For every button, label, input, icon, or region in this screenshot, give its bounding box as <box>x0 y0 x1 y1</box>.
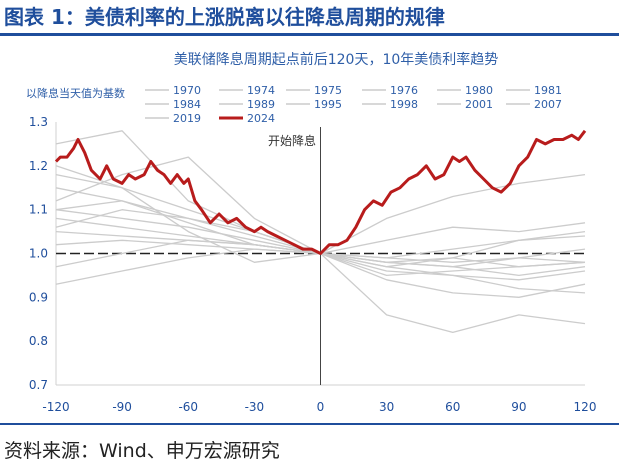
x-tick-label: -90 <box>112 400 132 414</box>
x-tick-label: 0 <box>317 400 325 414</box>
footer-rule <box>0 423 619 425</box>
x-tick-label: 90 <box>511 400 526 414</box>
annotation-start-cut: 开始降息 <box>268 133 316 148</box>
legend-label-1998: 1998 <box>390 98 418 111</box>
legend-label-1981: 1981 <box>534 84 562 97</box>
highlight-series <box>54 129 587 255</box>
y-tick-label: 0.7 <box>29 378 48 392</box>
series-line-2024 <box>54 129 587 255</box>
legend-label-1970: 1970 <box>173 84 201 97</box>
legend-label-1974: 1974 <box>247 84 275 97</box>
y-tick-label: 1.3 <box>29 115 48 129</box>
x-tick-label: 60 <box>445 400 460 414</box>
source-note: 资料来源：Wind、申万宏源研究 <box>4 440 280 462</box>
legend-label-2007: 2007 <box>534 98 562 111</box>
x-tick-label: 30 <box>379 400 394 414</box>
x-tick-label: -30 <box>245 400 265 414</box>
axes: 0.7 0.8 0.9 1.0 1.1 1.2 1.3 -120 -90 -60 -30 0 30 60 9… <box>29 115 597 414</box>
legend: 1970 1974 1975 1976 1980 1981 1984 1989 1995 1998… <box>145 84 562 125</box>
legend-label-1995: 1995 <box>314 98 342 111</box>
y-tick-label: 1.2 <box>29 159 48 173</box>
y-tick-label: 1.1 <box>29 203 48 217</box>
legend-label-2001: 2001 <box>465 98 493 111</box>
y-tick-label: 0.9 <box>29 290 48 304</box>
legend-label-1984: 1984 <box>173 98 201 111</box>
chart-subtitle: 美联储降息周期起点前后120天，10年美债利率趋势 <box>174 51 499 68</box>
x-tick-label: 120 <box>574 400 597 414</box>
legend-label-2019: 2019 <box>173 112 201 125</box>
figure-title: 图表 1：美债利率的上涨脱离以往降息周期的规律 <box>4 5 445 29</box>
title-rule <box>0 33 619 36</box>
y-tick-label: 1.0 <box>29 247 48 261</box>
x-tick-label: -120 <box>42 400 69 414</box>
legend-label-1976: 1976 <box>390 84 418 97</box>
y-axis-label: 以降息当天值为基数 <box>26 86 125 100</box>
legend-label-1980: 1980 <box>465 84 493 97</box>
y-tick-label: 0.8 <box>29 334 48 348</box>
x-tick-label: -60 <box>178 400 198 414</box>
line-chart: 美联储降息周期起点前后120天，10年美债利率趋势 以降息当天值为基数 1970… <box>26 51 597 414</box>
legend-label-1975: 1975 <box>314 84 342 97</box>
legend-label-2024: 2024 <box>247 112 275 125</box>
legend-label-1989: 1989 <box>247 98 275 111</box>
